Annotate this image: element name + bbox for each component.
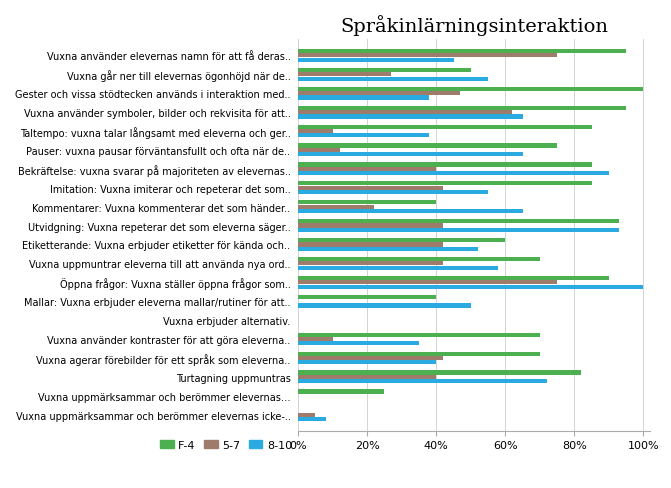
Bar	[298, 239, 505, 243]
Bar	[298, 304, 471, 308]
Bar	[298, 205, 374, 209]
Bar	[298, 209, 523, 214]
Bar	[298, 361, 436, 365]
Bar	[298, 413, 315, 417]
Bar	[298, 389, 384, 394]
Bar	[298, 247, 478, 251]
Bar	[298, 130, 333, 134]
Bar	[298, 148, 340, 153]
Bar	[298, 379, 547, 384]
Bar	[298, 134, 429, 138]
Bar	[298, 224, 443, 228]
Bar	[298, 186, 443, 190]
Bar	[298, 92, 460, 96]
Bar	[298, 54, 557, 59]
Bar	[298, 167, 436, 172]
Bar	[298, 87, 643, 92]
Bar	[298, 172, 609, 176]
Bar	[298, 352, 540, 356]
Bar	[298, 144, 557, 148]
Bar	[298, 78, 488, 81]
Title: Språkinlärningsinteraktion: Språkinlärningsinteraktion	[340, 15, 608, 36]
Bar	[298, 182, 592, 186]
Bar	[298, 417, 325, 421]
Bar	[298, 115, 523, 119]
Bar	[298, 281, 557, 285]
Bar	[298, 163, 592, 167]
Bar	[298, 258, 540, 262]
Bar	[298, 69, 471, 73]
Bar	[298, 371, 581, 375]
Bar	[298, 295, 436, 299]
Bar	[298, 201, 436, 205]
Bar	[298, 356, 443, 360]
Bar	[298, 59, 454, 62]
Bar	[298, 375, 436, 379]
Bar	[298, 262, 443, 266]
Bar	[298, 228, 619, 232]
Bar	[298, 125, 592, 129]
Bar	[298, 191, 488, 195]
Bar	[298, 276, 609, 281]
Bar	[298, 337, 333, 342]
Bar	[298, 220, 619, 224]
Bar	[298, 106, 626, 111]
Legend: F-4, 5-7, 8-10: F-4, 5-7, 8-10	[156, 436, 297, 455]
Bar	[298, 111, 512, 115]
Bar	[298, 153, 523, 157]
Bar	[298, 333, 540, 337]
Bar	[298, 73, 391, 77]
Bar	[298, 342, 419, 346]
Bar	[298, 285, 643, 289]
Bar	[298, 243, 443, 247]
Bar	[298, 266, 499, 270]
Bar	[298, 50, 626, 54]
Bar	[298, 96, 429, 101]
